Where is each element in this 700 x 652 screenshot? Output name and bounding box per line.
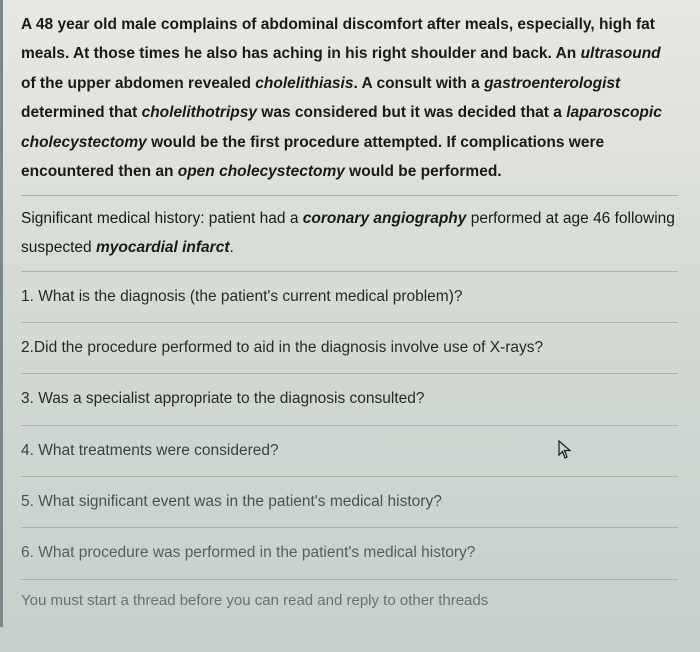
question-5: 5. What significant event was in the pat… xyxy=(21,476,678,527)
case-text-3: . A consult with a xyxy=(353,75,484,92)
question-1: 1. What is the diagnosis (the patient's … xyxy=(21,271,678,322)
term-cholelithiasis: cholelithiasis xyxy=(255,75,353,92)
question-4: 4. What treatments were considered? xyxy=(21,425,678,476)
question-2: 2.Did the procedure performed to aid in … xyxy=(21,322,678,373)
history-text-3: . xyxy=(230,239,234,256)
case-paragraph: A 48 year old male complains of abdomina… xyxy=(21,10,678,187)
term-myocardial-infarct: myocardial infarct xyxy=(96,239,230,256)
term-gastroenterologist: gastroenterologist xyxy=(484,75,620,92)
question-3: 3. Was a specialist appropriate to the d… xyxy=(21,373,678,424)
document-container: A 48 year old male complains of abdomina… xyxy=(0,0,700,627)
question-6: 6. What procedure was performed in the p… xyxy=(21,527,678,578)
case-text-4: determined that xyxy=(21,104,142,121)
case-text-2: of the upper abdomen revealed xyxy=(21,75,255,92)
term-coronary-angiography: coronary angiography xyxy=(303,210,467,227)
history-paragraph: Significant medical history: patient had… xyxy=(21,204,678,263)
term-open-cholecystectomy: open cholecystectomy xyxy=(178,163,345,180)
case-text-5: was considered but it was decided that a xyxy=(257,104,566,121)
case-text-7: would be performed. xyxy=(345,163,502,180)
history-text-1: Significant medical history: patient had… xyxy=(21,210,303,227)
term-ultrasound: ultrasound xyxy=(581,45,661,62)
divider-1 xyxy=(21,195,678,196)
footer-instruction: You must start a thread before you can r… xyxy=(21,579,678,617)
term-cholelithotripsy: cholelithotripsy xyxy=(142,104,257,121)
case-text-1: A 48 year old male complains of abdomina… xyxy=(21,16,655,62)
